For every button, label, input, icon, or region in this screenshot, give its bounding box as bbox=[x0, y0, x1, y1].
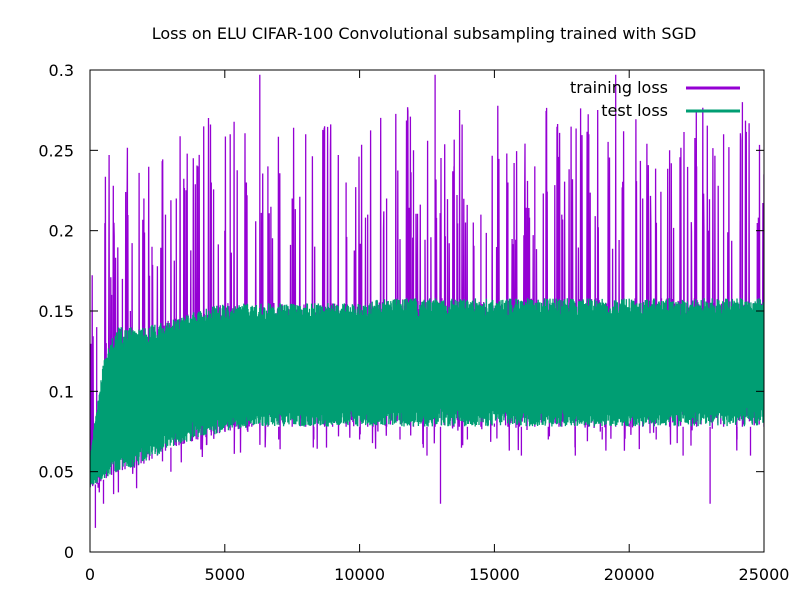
y-tick-label: 0.3 bbox=[49, 61, 74, 80]
y-tick-label: 0 bbox=[64, 543, 74, 562]
x-tick-label: 0 bbox=[85, 565, 95, 584]
series-line-test-loss bbox=[90, 298, 764, 487]
y-tick-label: 0.2 bbox=[49, 222, 74, 241]
x-tick-label: 25000 bbox=[739, 565, 790, 584]
x-tick-label: 15000 bbox=[469, 565, 520, 584]
x-tick-label: 20000 bbox=[604, 565, 655, 584]
plot-area bbox=[90, 74, 764, 528]
y-tick-label: 0.15 bbox=[38, 302, 74, 321]
y-tick-label: 0.25 bbox=[38, 141, 74, 160]
x-tick-label: 5000 bbox=[204, 565, 245, 584]
chart-title: Loss on ELU CIFAR-100 Convolutional subs… bbox=[152, 24, 697, 43]
y-tick-label: 0.1 bbox=[49, 382, 74, 401]
legend: training loss test loss bbox=[570, 78, 740, 120]
legend-label-test-loss: test loss bbox=[601, 101, 668, 120]
y-tick-label: 0.05 bbox=[38, 463, 74, 482]
x-tick-label: 10000 bbox=[334, 565, 385, 584]
legend-label-training-loss: training loss bbox=[570, 78, 668, 97]
